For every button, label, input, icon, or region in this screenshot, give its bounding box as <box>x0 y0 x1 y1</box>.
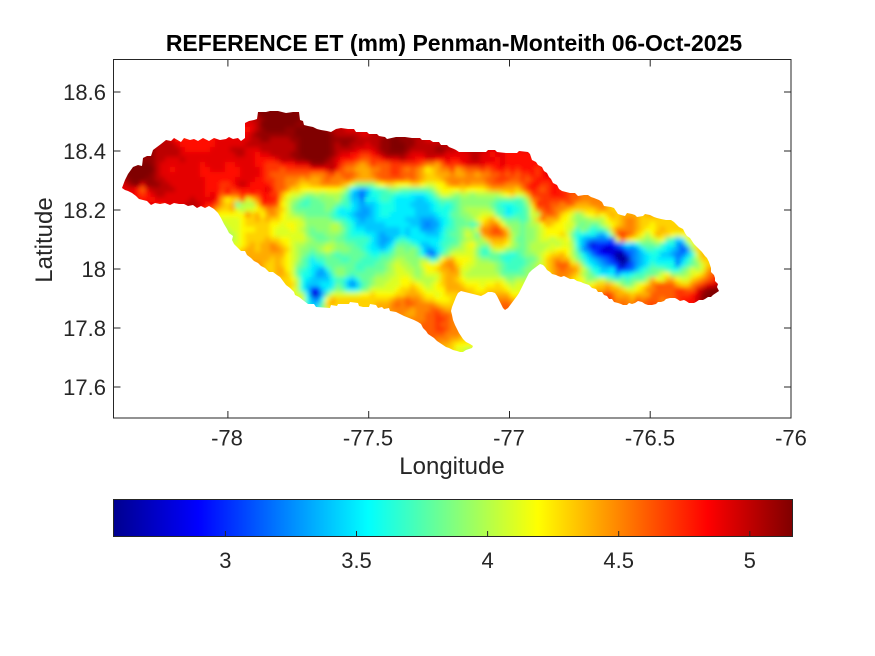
svg-text:-76: -76 <box>775 426 807 451</box>
svg-text:Latitude: Latitude <box>31 197 58 282</box>
svg-text:4: 4 <box>481 548 493 573</box>
svg-text:4.5: 4.5 <box>603 548 634 573</box>
svg-text:18.4: 18.4 <box>63 139 106 164</box>
svg-text:17.8: 17.8 <box>63 316 106 341</box>
svg-text:3.5: 3.5 <box>341 548 372 573</box>
svg-text:-78: -78 <box>211 426 243 451</box>
svg-text:5: 5 <box>744 548 756 573</box>
svg-text:-77: -77 <box>493 426 525 451</box>
svg-text:18: 18 <box>82 257 106 282</box>
svg-text:3: 3 <box>219 548 231 573</box>
svg-text:-76.5: -76.5 <box>625 426 675 451</box>
svg-text:Longitude: Longitude <box>399 453 504 480</box>
svg-text:18.6: 18.6 <box>63 80 106 105</box>
svg-text:18.2: 18.2 <box>63 198 106 223</box>
svg-text:REFERENCE ET (mm) Penman-Monte: REFERENCE ET (mm) Penman-Monteith 06-Oct… <box>166 30 743 56</box>
svg-text:17.6: 17.6 <box>63 375 106 400</box>
svg-text:-77.5: -77.5 <box>343 426 393 451</box>
